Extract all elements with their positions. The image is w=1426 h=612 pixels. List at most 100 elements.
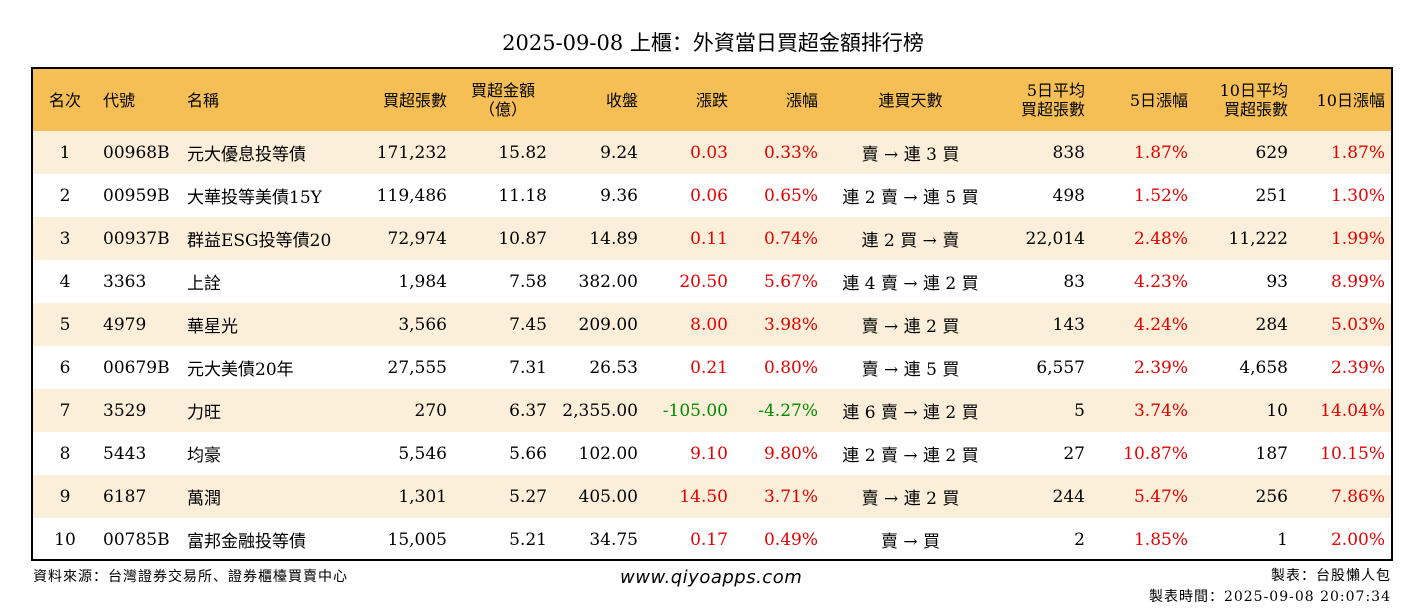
cell-avg5: 22,014 xyxy=(1025,228,1085,249)
data-source: 資料來源：台灣證券交易所、證券櫃檯買賣中心 xyxy=(33,569,348,585)
cell-pct: -4.27% xyxy=(758,400,818,421)
header-close: 收盤 xyxy=(605,90,638,110)
cell-pct: 0.65% xyxy=(763,185,818,206)
cell-name: 均豪 xyxy=(187,446,221,466)
cell-buy-shares: 119,486 xyxy=(376,185,447,206)
cell-pct10: 7.86% xyxy=(1330,486,1385,507)
cell-buy-amount: 5.21 xyxy=(509,529,547,550)
cell-avg5: 83 xyxy=(1063,271,1085,292)
header-change: 漲跌 xyxy=(695,90,728,110)
site-url: www.qiyoapps.com xyxy=(620,567,803,588)
cell-buy-shares: 270 xyxy=(414,400,447,421)
header-pct: 漲幅 xyxy=(785,90,818,110)
cell-buy-amount: 7.45 xyxy=(509,314,547,335)
header-code: 代號 xyxy=(103,90,136,110)
table-row: 10 00785B 富邦金融投等債 15,005 5.21 34.75 0.17 0.49% 賣… xyxy=(33,518,1391,559)
cell-avg5: 6,557 xyxy=(1036,357,1085,378)
table-row: 8 5443 均豪 5,546 5.66 102.00 9.10 9.80% 連 2 賣 → 連… xyxy=(33,432,1391,475)
cell-buy-shares: 5,546 xyxy=(398,443,447,464)
cell-name: 群益ESG投等債20 xyxy=(187,231,332,251)
header-buy-shares: 買超張數 xyxy=(382,90,447,110)
header-buy-amount-line1: 買超金額 xyxy=(470,81,535,100)
header-streak: 連買天數 xyxy=(878,90,943,110)
cell-avg10: 11,222 xyxy=(1228,228,1288,249)
cell-name: 元大美債20年 xyxy=(187,360,294,380)
cell-rank: 10 xyxy=(54,529,76,550)
cell-avg10: 256 xyxy=(1255,486,1288,507)
cell-avg5: 5 xyxy=(1074,400,1085,421)
page-title: 2025-09-08 上櫃：外資當日買超金額排行榜 xyxy=(502,31,924,55)
cell-streak: 連 6 賣 → 連 2 買 xyxy=(842,403,979,423)
cell-buy-amount: 7.58 xyxy=(509,271,547,292)
cell-close: 382.00 xyxy=(578,271,638,292)
cell-pct5: 4.24% xyxy=(1133,314,1188,335)
cell-code: 5443 xyxy=(103,443,147,464)
cell-buy-amount: 10.87 xyxy=(498,228,547,249)
cell-streak: 連 2 買 → 賣 xyxy=(861,231,960,251)
cell-pct5: 3.74% xyxy=(1133,400,1188,421)
cell-change: 0.17 xyxy=(690,529,728,550)
cell-close: 102.00 xyxy=(578,443,638,464)
header-avg5-line1: 5日平均 xyxy=(1026,81,1085,100)
cell-rank: 6 xyxy=(59,357,71,378)
cell-name: 大華投等美債15Y xyxy=(187,188,322,208)
cell-rank: 1 xyxy=(59,142,71,163)
cell-buy-shares: 15,005 xyxy=(387,529,447,550)
cell-pct: 0.74% xyxy=(763,228,818,249)
cell-pct10: 1.99% xyxy=(1330,228,1385,249)
header-avg10-line2: 買超張數 xyxy=(1223,100,1288,119)
cell-streak: 連 4 賣 → 連 2 買 xyxy=(842,274,979,294)
ranking-table-container: 名次 代號 名稱 買超張數 買超金額 （億） 收盤 漲跌 漲幅 連買天數 5日平… xyxy=(31,67,1393,561)
cell-avg5: 27 xyxy=(1063,443,1085,464)
cell-avg10: 251 xyxy=(1255,185,1288,206)
cell-close: 405.00 xyxy=(578,486,638,507)
cell-buy-shares: 1,984 xyxy=(398,271,447,292)
cell-change: 14.50 xyxy=(679,486,728,507)
cell-streak: 連 2 賣 → 連 5 買 xyxy=(842,188,979,208)
footer-credits: 製表：台股懶人包 製表時間：2025-09-08 20:07:34 xyxy=(1149,566,1391,608)
cell-name: 上詮 xyxy=(187,274,221,294)
cell-streak: 賣 → 連 2 買 xyxy=(861,489,960,509)
cell-streak: 賣 → 連 5 買 xyxy=(861,360,960,380)
cell-change: 20.50 xyxy=(679,271,728,292)
cell-pct10: 8.99% xyxy=(1330,271,1385,292)
cell-code: 00785B xyxy=(103,529,170,550)
header-pct10: 10日漲幅 xyxy=(1316,90,1385,110)
cell-pct10: 1.87% xyxy=(1330,142,1385,163)
cell-streak: 賣 → 連 2 買 xyxy=(861,317,960,337)
cell-change: 9.10 xyxy=(690,443,728,464)
table-row: 1 00968B 元大優息投等債 171,232 15.82 9.24 0.03 0.33% 賣… xyxy=(33,131,1391,174)
cell-pct5: 5.47% xyxy=(1133,486,1188,507)
cell-code: 00937B xyxy=(103,228,170,249)
cell-pct10: 1.30% xyxy=(1330,185,1385,206)
cell-avg10: 1 xyxy=(1277,529,1288,550)
table-row: 4 3363 上詮 1,984 7.58 382.00 20.50 5.67% 連 4 賣 → … xyxy=(33,260,1391,303)
cell-buy-amount: 15.82 xyxy=(498,142,547,163)
cell-pct: 0.33% xyxy=(763,142,818,163)
cell-pct10: 10.15% xyxy=(1320,443,1385,464)
cell-buy-amount: 6.37 xyxy=(509,400,547,421)
cell-avg5: 838 xyxy=(1052,142,1085,163)
maker-label: 製表：台股懶人包 xyxy=(1271,568,1391,584)
cell-rank: 8 xyxy=(59,443,71,464)
cell-buy-shares: 27,555 xyxy=(387,357,447,378)
cell-buy-shares: 72,974 xyxy=(387,228,447,249)
cell-pct5: 1.87% xyxy=(1133,142,1188,163)
cell-name: 華星光 xyxy=(187,317,238,337)
table-row: 7 3529 力旺 270 6.37 2,355.00 -105.00 -4.27% 連 6 賣… xyxy=(33,389,1391,432)
cell-close: 26.53 xyxy=(589,357,638,378)
cell-buy-amount: 5.66 xyxy=(509,443,547,464)
cell-avg10: 10 xyxy=(1266,400,1288,421)
cell-avg10: 629 xyxy=(1255,142,1288,163)
cell-streak: 連 2 賣 → 連 2 買 xyxy=(842,446,979,466)
cell-pct10: 14.04% xyxy=(1320,400,1385,421)
table-body: 1 00968B 元大優息投等債 171,232 15.82 9.24 0.03 0.33% 賣… xyxy=(33,131,1391,559)
cell-close: 14.89 xyxy=(589,228,638,249)
ranking-table: 名次 代號 名稱 買超張數 買超金額 （億） 收盤 漲跌 漲幅 連買天數 5日平… xyxy=(33,69,1391,559)
cell-rank: 2 xyxy=(59,185,71,206)
cell-pct5: 2.39% xyxy=(1133,357,1188,378)
header-buy-amount-line2: （億） xyxy=(478,100,527,119)
cell-rank: 4 xyxy=(59,271,71,292)
cell-pct: 9.80% xyxy=(763,443,818,464)
cell-close: 9.36 xyxy=(600,185,638,206)
